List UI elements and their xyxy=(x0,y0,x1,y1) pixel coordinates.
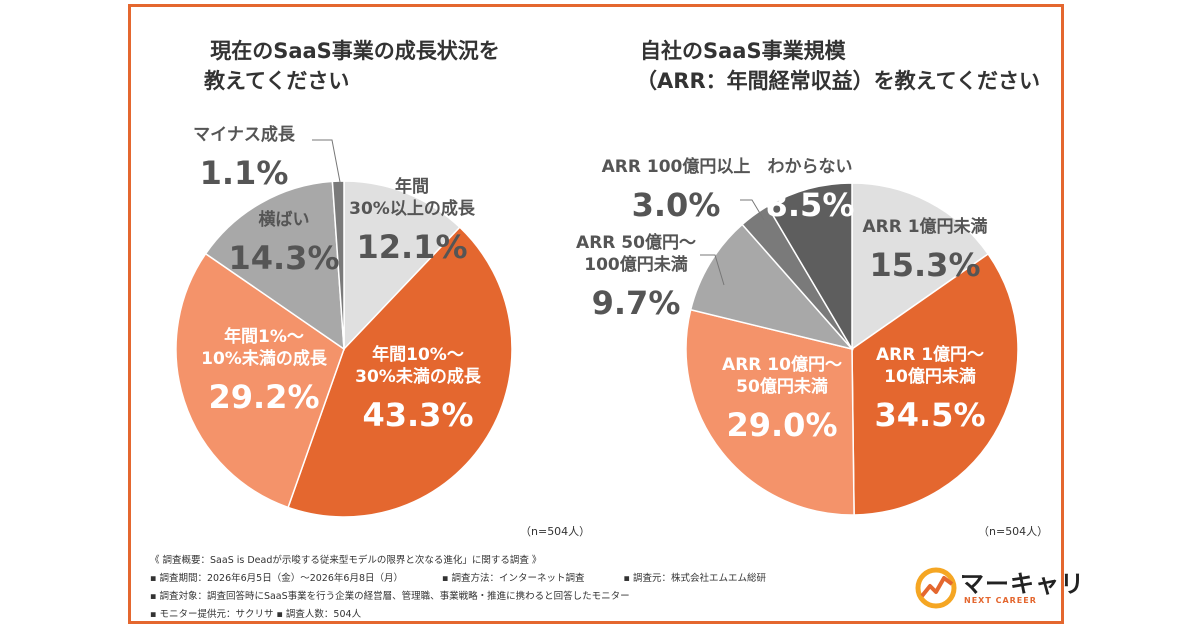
pie-value-0-2: 29.2% xyxy=(208,378,319,416)
pie-chart-arr: ARR 1億円未満 15.3% ARR 1億円〜10億円未満 34.5% ARR 10億… xyxy=(576,156,1019,516)
pie-label-0-0-1: 30%以上の成長 xyxy=(349,198,476,219)
pie-label-1-2-0: ARR 10億円〜 xyxy=(722,354,842,375)
chart-title-arr: 自社のSaaS事業規模 （ARR：年間経常収益）を教えてください xyxy=(636,39,1040,93)
pie-slice-1-5 xyxy=(766,182,853,352)
footer-row-1: ▪ 調査期間：2026年6月5日（金）〜2026年6月8日（月） ▪ 調査方法：… xyxy=(150,570,802,588)
pie-slice-0-2 xyxy=(175,252,345,509)
logo-sub: NEXT CAREER xyxy=(964,596,1037,605)
footer-title: 《 調査概要：SaaS is Deadが示唆する従来型モデルの限界と次なる進化」… xyxy=(150,555,542,566)
pie-value-0-4: 1.1% xyxy=(200,154,289,192)
pie-slice-0-4 xyxy=(331,180,345,350)
pie-label-0-4-0: マイナス成長 xyxy=(193,124,296,145)
footer-method: ▪ 調査方法：インターネット調査 xyxy=(442,573,585,584)
brand-logo: マーキャリ NEXT CAREER xyxy=(914,562,1084,612)
pie-slice-1-3 xyxy=(689,223,855,351)
pie-label-1-5-0: わからない xyxy=(768,157,853,177)
pie-label-1-1-0: ARR 1億円〜 xyxy=(876,344,984,365)
pie-label-1-4-0: ARR 100億円以上 xyxy=(602,156,751,177)
pie-value-0-3: 14.3% xyxy=(228,239,339,277)
pie-slice-0-3 xyxy=(204,180,345,351)
footer-target: ▪ 調査対象：調査回答時にSaaS事業を行う企業の経営層、管理職、事業戦略・推進… xyxy=(150,591,630,602)
footer-source: ▪ 調査元：株式会社エムエム総研 xyxy=(623,573,766,584)
pie-slice-1-0 xyxy=(851,182,990,351)
pie-value-1-1: 34.5% xyxy=(874,396,985,434)
pie-label-1-0-0: ARR 1億円未満 xyxy=(862,216,987,237)
pie-value-1-0: 15.3% xyxy=(869,246,980,284)
survey-footer: 《 調査概要：SaaS is Deadが示唆する従来型モデルの限界と次なる進化」… xyxy=(150,552,802,624)
pie-value-1-2: 29.0% xyxy=(726,406,837,444)
pie-value-1-4: 3.0% xyxy=(632,186,721,224)
sample-size-arr: （n=504人） xyxy=(978,525,1049,538)
pie-slice-1-1 xyxy=(851,252,1019,516)
footer-period: ▪ 調査期間：2026年6月5日（金）〜2026年6月8日（月） xyxy=(150,573,403,584)
leader-lines xyxy=(312,139,765,286)
footer-provider: ▪ モニター提供元：サクリサ ▪ 調査人数：504人 xyxy=(150,609,362,620)
logo-name: マーキャリ xyxy=(960,570,1085,598)
pie-label-1-3-1: 100億円未満 xyxy=(584,254,688,275)
sample-size-growth: （n=504人） xyxy=(520,525,591,538)
pie-slice-0-1 xyxy=(287,226,513,518)
chart-title-growth: 現在のSaaS事業の成長状況を 教えてください xyxy=(204,39,500,93)
pie-value-0-1: 43.3% xyxy=(362,396,473,434)
pie-slice-1-2 xyxy=(685,308,855,516)
pie-label-1-1-1: 10億円未満 xyxy=(884,366,976,387)
pie-label-1-2-1: 50億円未満 xyxy=(736,376,828,397)
pie-slice-0-0 xyxy=(343,180,461,351)
pie-label-0-3-0: 横ばい xyxy=(259,209,310,230)
pie-label-0-0-0: 年間 xyxy=(395,176,429,197)
pie-value-1-3: 9.7% xyxy=(592,284,681,322)
pie-chart-growth: 年間30%以上の成長12.1%年間10%〜30%未満の成長43.3%年間1%〜1… xyxy=(175,124,513,518)
logo-mark-icon xyxy=(915,567,957,609)
pie-value-1-5: 8.5% xyxy=(766,186,855,224)
pie-label-1-3-0: ARR 50億円〜 xyxy=(576,232,696,253)
pie-label-0-2-1: 10%未満の成長 xyxy=(201,348,328,369)
pie-label-0-1-0: 年間10%〜 xyxy=(372,344,464,365)
pie-label-0-2-0: 年間1%〜 xyxy=(224,326,304,347)
pie-label-0-1-1: 30%未満の成長 xyxy=(355,366,482,387)
pie-value-0-0: 12.1% xyxy=(356,228,467,266)
